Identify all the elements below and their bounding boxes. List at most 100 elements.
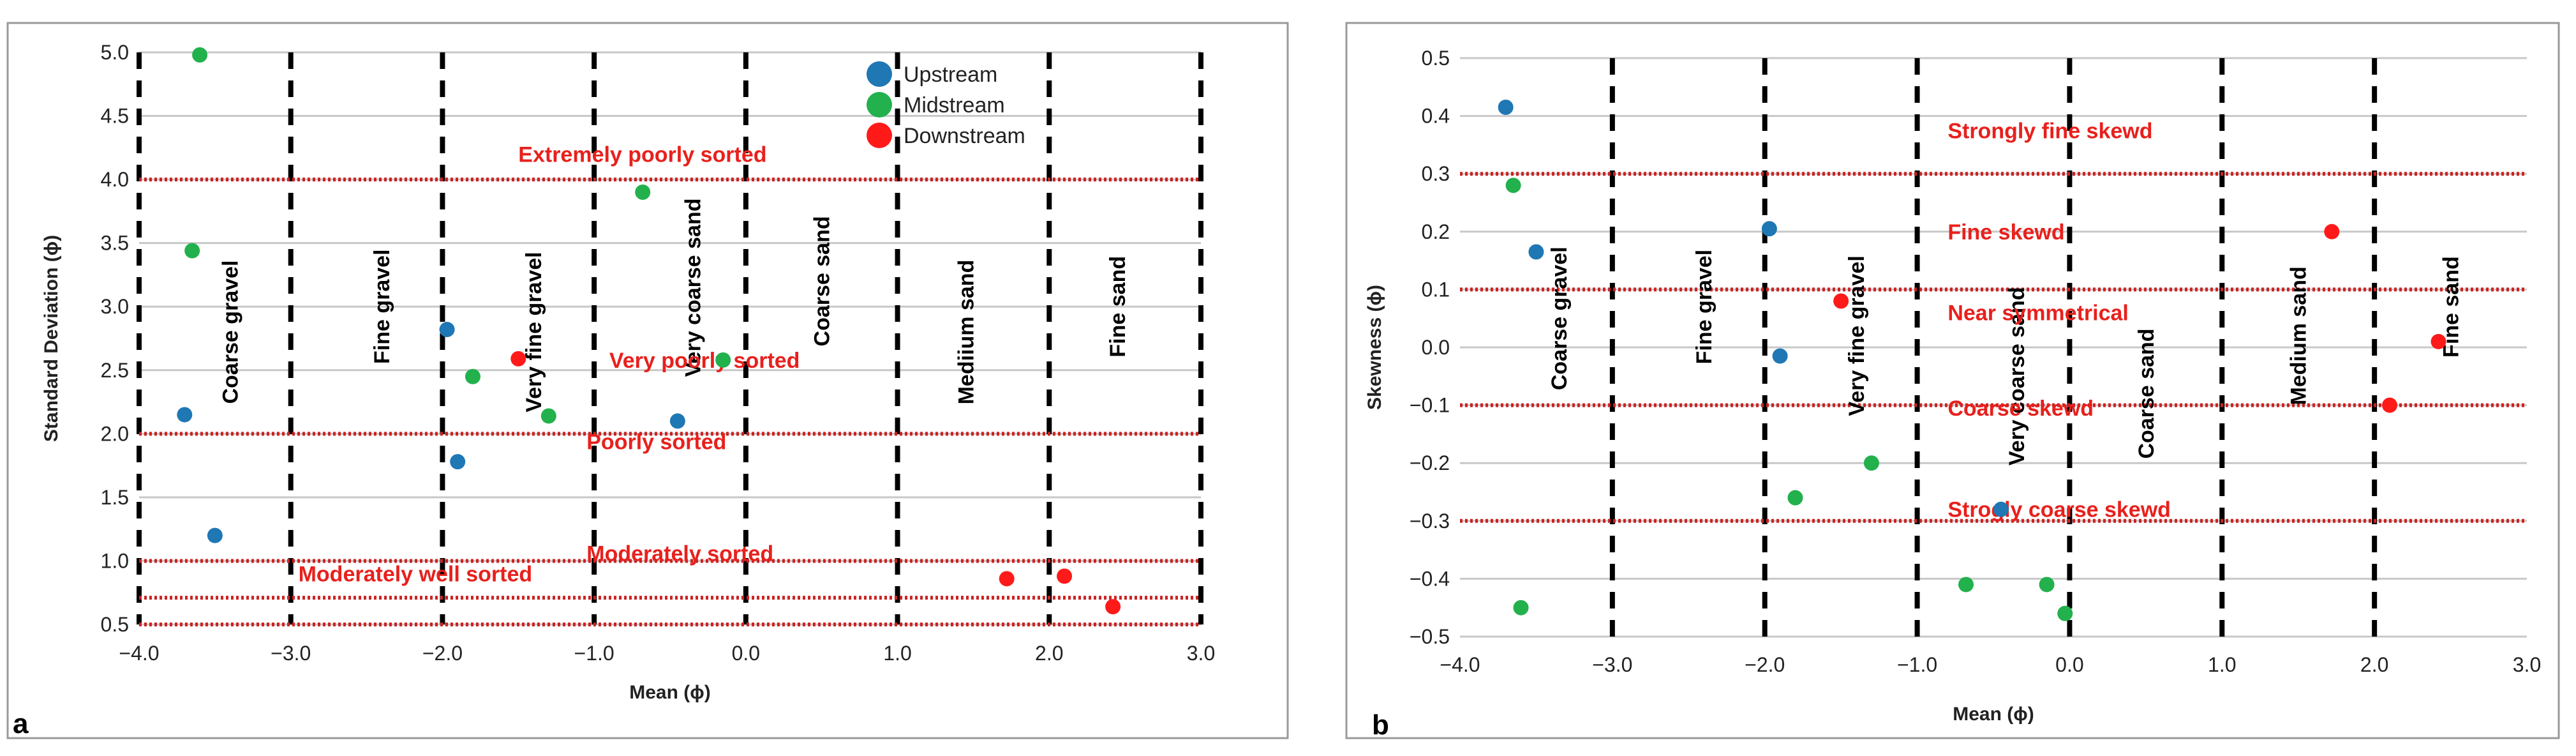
x-tick-label: 2.0: [2360, 653, 2388, 676]
threshold-label: Strongly fine skewd: [1947, 119, 2152, 143]
data-point-midstream: [540, 408, 556, 424]
data-point-downstream: [1057, 568, 1073, 584]
class-label: Mediium sand: [954, 260, 978, 405]
threshold-label: Near symmetrical: [1947, 301, 2129, 326]
data-point-midstream: [1505, 178, 1521, 193]
data-point-midstream: [192, 47, 208, 63]
legend-marker-midstream: [867, 92, 892, 117]
class-label: Coarse sand: [810, 216, 835, 346]
panel-letter: a: [13, 708, 29, 739]
data-point-upstream: [1993, 501, 2009, 517]
legend-label: Midstream: [904, 93, 1005, 117]
y-tick-label: −0.5: [1410, 625, 1450, 648]
data-point-midstream: [184, 243, 200, 259]
chart-panel-b: −0.5 −0.4 −0.3 −0.2 −0.1 0.0 0.1 0.2 0.3 0.4 0.5 −4…: [1334, 0, 2576, 756]
data-point-midstream: [1863, 455, 1879, 471]
y-tick-label: −0.2: [1410, 451, 1450, 474]
data-point-downstream: [2382, 397, 2398, 413]
threshold-label: Moderately sorted: [586, 541, 773, 566]
threshold-label: Fine skewd: [1947, 220, 2064, 245]
data-point-upstream: [1498, 100, 1514, 116]
data-point-upstream: [669, 413, 685, 429]
y-tick-label: 0.4: [1422, 105, 1450, 128]
class-label: Coarse gravel: [219, 261, 243, 404]
threshold-label: Strogly coarse skewd: [1947, 498, 2171, 522]
y-tick-label: −0.4: [1410, 567, 1450, 590]
data-point-midstream: [1513, 600, 1529, 616]
legend-marker-downstream: [867, 123, 892, 148]
legend-label: Downstream: [904, 124, 1025, 148]
y-tick-label: 0.5: [101, 613, 129, 636]
data-point-downstream: [999, 571, 1015, 587]
x-tick-label: 3.0: [1187, 642, 1215, 665]
class-label: Very fine gravel: [522, 252, 546, 412]
panel-letter: b: [1372, 709, 1389, 741]
class-label: Fine sand: [1106, 256, 1130, 358]
data-point-upstream: [1528, 244, 1544, 260]
data-point-downstream: [2431, 333, 2446, 349]
y-tick-label: 0.2: [1422, 220, 1450, 243]
y-tick-label: 0.1: [1422, 278, 1450, 301]
x-tick-label: −1.0: [574, 642, 614, 665]
data-point-downstream: [510, 351, 526, 367]
x-tick-label: 3.0: [2513, 653, 2541, 676]
data-point-downstream: [1833, 293, 1849, 309]
data-point-midstream: [715, 352, 731, 368]
class-label: Coarse sand: [2134, 328, 2159, 458]
threshold-label: Coarse skewd: [1947, 397, 2094, 421]
y-tick-label: 5.0: [101, 41, 129, 64]
data-point-downstream: [2324, 223, 2340, 239]
x-tick-label: −1.0: [1897, 653, 1937, 676]
y-tick-label: 0.3: [1422, 162, 1450, 185]
x-tick-label: 2.0: [1035, 642, 1063, 665]
x-axis-title: Mean (ϕ): [629, 682, 711, 703]
x-tick-label: 1.0: [883, 642, 911, 665]
x-axis-title: Mean (ϕ): [1953, 704, 2034, 725]
class-label: Very coarse sand: [681, 198, 706, 377]
data-point-downstream: [1105, 599, 1121, 615]
threshold-label: Moderately well sorted: [299, 562, 533, 586]
x-tick-label: −4.0: [1440, 653, 1480, 676]
class-label: Fine gravel: [1692, 250, 1716, 365]
data-point-midstream: [2057, 605, 2073, 621]
class-label: Very fine gravel: [1845, 255, 1869, 416]
y-tick-label: 1.0: [101, 549, 129, 572]
y-tick-label: 2.0: [101, 422, 129, 445]
class-label: Fine gravel: [370, 249, 394, 364]
data-point-upstream: [1772, 348, 1788, 364]
data-point-upstream: [1761, 221, 1777, 237]
threshold-label: Poorly sorted: [586, 430, 726, 454]
class-label: Medium sand: [2287, 266, 2311, 405]
x-tick-label: −3.0: [271, 642, 311, 665]
y-tick-label: 2.5: [101, 359, 129, 382]
data-point-upstream: [207, 527, 223, 543]
y-axis-title: Skewness (ϕ): [1364, 285, 1385, 410]
data-point-midstream: [465, 368, 480, 384]
chart-b-frame: [1345, 22, 2560, 739]
y-tick-label: 0.5: [1422, 47, 1450, 70]
data-point-midstream: [1958, 577, 1974, 593]
x-tick-label: −2.0: [422, 642, 463, 665]
y-axis-title: Standard Deviation (ϕ): [41, 235, 62, 442]
data-point-upstream: [177, 407, 193, 423]
data-point-midstream: [635, 185, 651, 200]
y-tick-label: 1.5: [101, 486, 129, 509]
y-tick-label: 4.0: [101, 168, 129, 191]
chart-a-svg: 0.5 1.0 1.5 2.0 2.5 3.0 3.5 4.0 4.5 5.0 −4.0 −3.0 −2…: [6, 22, 1289, 739]
legend-marker-upstream: [867, 61, 892, 87]
threshold-label: Very poorly sorted: [609, 349, 800, 373]
data-point-midstream: [2039, 577, 2055, 593]
x-tick-label: −2.0: [1745, 653, 1785, 676]
class-label: Coarse gravel: [1547, 246, 1572, 390]
threshold-label: Extremely poorly sorted: [518, 142, 766, 167]
x-tick-label: 0.0: [732, 642, 760, 665]
chart-a-frame: [6, 22, 1289, 739]
chart-b-svg: −0.5 −0.4 −0.3 −0.2 −0.1 0.0 0.1 0.2 0.3 0.4 0.5 −4…: [1345, 22, 2560, 741]
data-point-upstream: [450, 454, 466, 470]
y-tick-label: −0.3: [1410, 510, 1450, 533]
class-label: Very coarse sand: [2005, 287, 2029, 465]
y-tick-label: 4.5: [101, 105, 129, 128]
legend-label: Upstream: [904, 63, 997, 87]
y-tick-label: 3.0: [101, 295, 129, 318]
x-tick-label: 0.0: [2055, 653, 2083, 676]
